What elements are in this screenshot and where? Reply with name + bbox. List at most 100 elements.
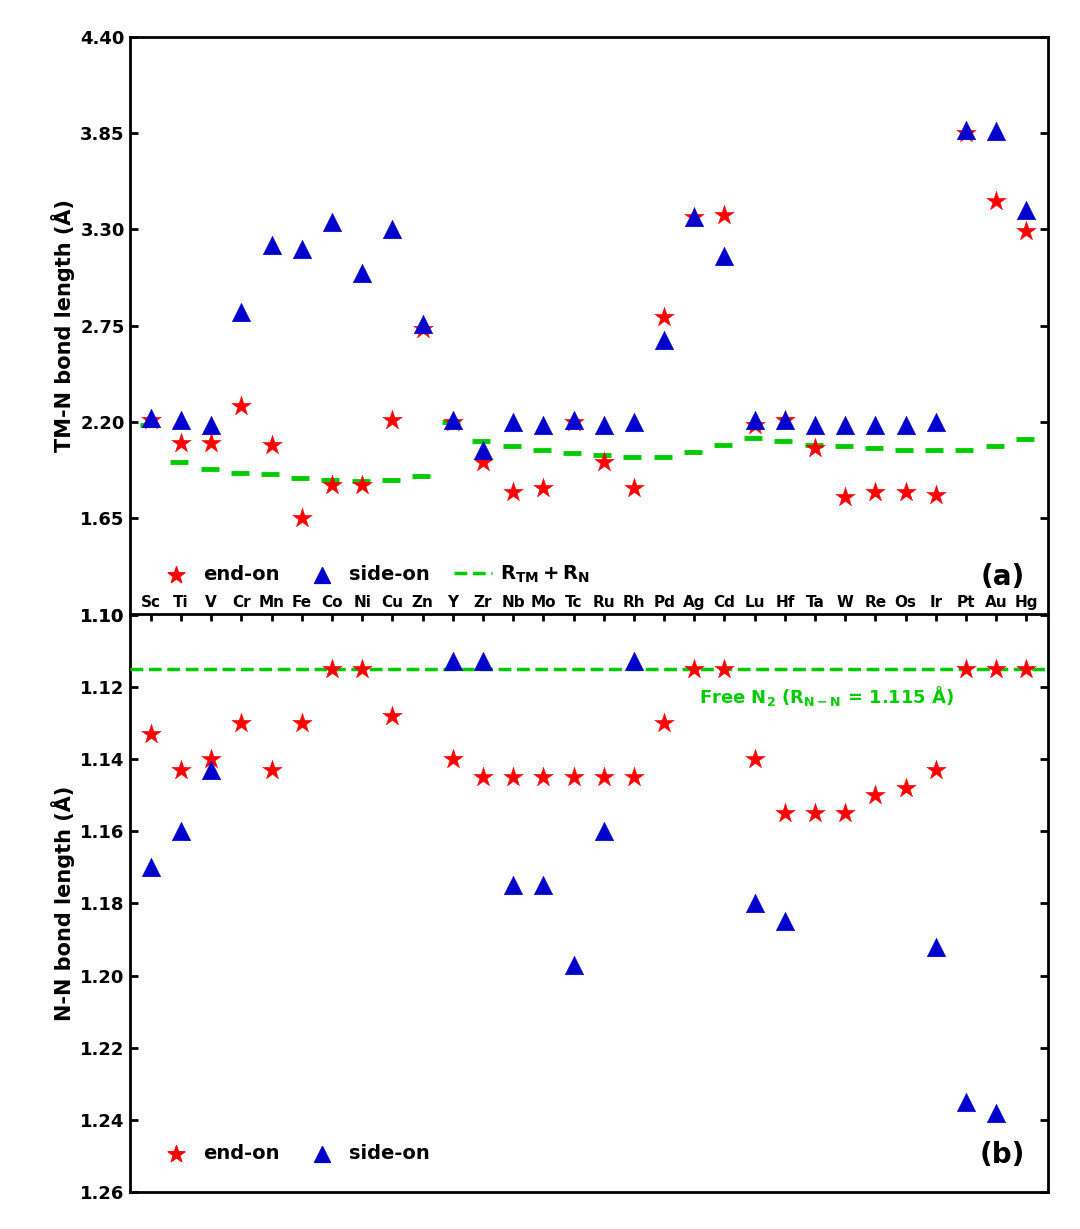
Point (293, 238, 310, 258)
Point (958, 659, 975, 678)
Point (565, 412, 582, 431)
Point (867, 482, 885, 501)
Point (1017, 659, 1035, 678)
Point (535, 767, 552, 787)
Point (928, 485, 945, 505)
Point (897, 415, 915, 435)
Point (837, 488, 854, 508)
Point (656, 713, 673, 732)
Point (535, 478, 552, 498)
Point (232, 397, 249, 417)
Point (987, 659, 1004, 678)
Point (173, 433, 190, 452)
Point (202, 433, 219, 452)
Point (625, 767, 643, 787)
Point (807, 804, 824, 823)
Text: (a): (a) (981, 563, 1025, 591)
Point (777, 410, 794, 430)
Point (807, 439, 824, 458)
Point (716, 246, 733, 265)
Point (414, 320, 431, 339)
Point (867, 785, 885, 805)
Point (987, 1102, 1004, 1122)
Point (686, 208, 703, 227)
Point (928, 936, 945, 956)
Point (474, 651, 491, 671)
Point (716, 659, 733, 678)
Point (565, 767, 582, 787)
Point (625, 478, 643, 498)
Point (444, 410, 461, 430)
Point (897, 778, 915, 798)
Point (474, 440, 491, 460)
Point (656, 329, 673, 349)
Point (504, 767, 522, 787)
Point (202, 415, 219, 435)
Point (353, 263, 370, 283)
Point (746, 748, 764, 768)
Point (353, 659, 370, 678)
Point (173, 760, 190, 779)
Point (323, 659, 340, 678)
Point (504, 412, 522, 431)
Point (262, 760, 280, 779)
Point (143, 408, 160, 428)
Point (504, 875, 522, 895)
Point (293, 713, 310, 732)
Point (444, 651, 461, 671)
Point (202, 760, 219, 779)
Point (173, 410, 190, 430)
Legend: end-on, side-on: end-on, side-on (149, 1137, 438, 1171)
Point (262, 435, 280, 455)
Point (143, 858, 160, 878)
Point (746, 410, 764, 430)
Legend: end-on, side-on, $\mathbf{R_{TM}+R_N}$: end-on, side-on, $\mathbf{R_{TM}+R_N}$ (149, 557, 598, 594)
Point (928, 760, 945, 779)
Point (143, 410, 160, 430)
Point (474, 452, 491, 472)
Point (656, 307, 673, 327)
Point (686, 659, 703, 678)
Point (686, 208, 703, 227)
Point (987, 192, 1004, 211)
Y-axis label: N-N bond length (Å): N-N bond length (Å) (51, 785, 75, 1021)
Point (777, 804, 794, 823)
Point (444, 748, 461, 768)
Point (173, 821, 190, 841)
Point (535, 415, 552, 435)
Point (897, 482, 915, 501)
Point (595, 767, 612, 787)
Point (383, 705, 401, 725)
Point (232, 713, 249, 732)
Point (746, 893, 764, 913)
Point (716, 205, 733, 225)
Point (1017, 221, 1035, 241)
Point (746, 415, 764, 435)
Y-axis label: TM-N bond length (Å): TM-N bond length (Å) (51, 199, 75, 452)
Point (535, 875, 552, 895)
Point (595, 821, 612, 841)
Point (595, 452, 612, 472)
Point (625, 412, 643, 431)
Point (958, 119, 975, 139)
Point (414, 315, 431, 334)
Point (867, 415, 885, 435)
Point (565, 955, 582, 975)
Point (1017, 200, 1035, 220)
Point (987, 122, 1004, 141)
Point (565, 410, 582, 430)
Point (474, 767, 491, 787)
Point (928, 412, 945, 431)
Point (958, 1093, 975, 1112)
Point (504, 482, 522, 501)
Point (383, 410, 401, 430)
Point (777, 912, 794, 932)
Point (323, 213, 340, 232)
Point (323, 476, 340, 495)
Text: Free N$\mathbf{_2}$ (R$\mathbf{_{N-N}}$ = 1.115 Å): Free N$\mathbf{_2}$ (R$\mathbf{_{N-N}}$ … (699, 683, 955, 708)
Text: (b): (b) (980, 1141, 1025, 1169)
Point (262, 235, 280, 254)
Point (383, 220, 401, 240)
Point (807, 415, 824, 435)
Point (444, 412, 461, 431)
